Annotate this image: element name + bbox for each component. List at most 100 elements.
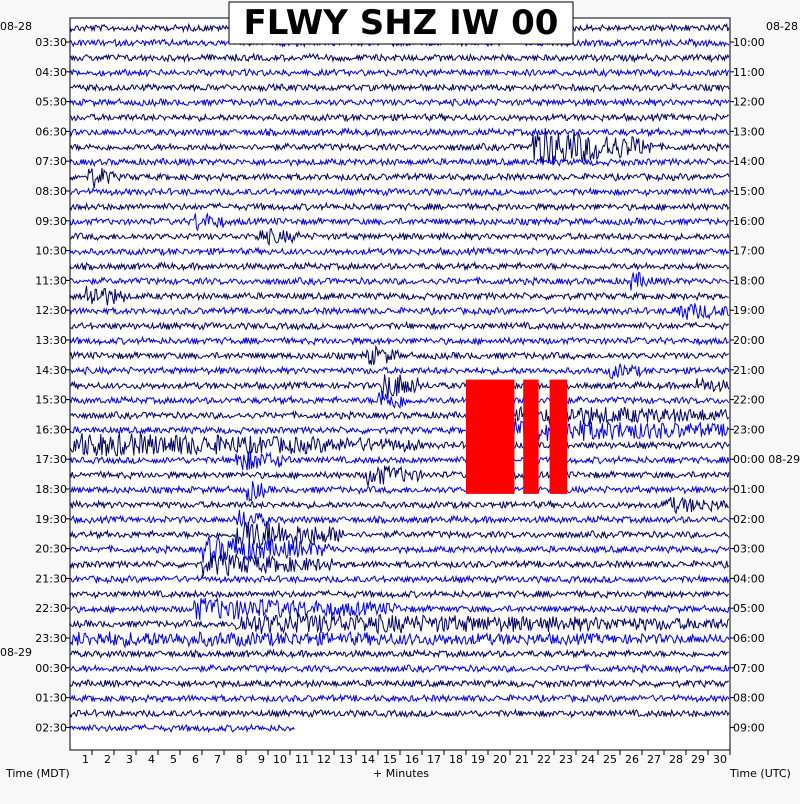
right-tick-label-22: 08:00	[733, 692, 765, 705]
chart-title: FLWY SHZ IW 00	[244, 3, 559, 43]
x-tick-label-29: 30	[713, 753, 727, 766]
trace-line-22	[69, 344, 730, 365]
right-tick-label-15: 01:00	[733, 483, 765, 496]
right-tick-label-2: 12:00	[733, 96, 765, 109]
trace-line-26	[69, 403, 730, 427]
trace-line-34	[69, 521, 730, 549]
title-box	[228, 1, 574, 45]
right-tick-label-3: 13:00	[733, 125, 765, 138]
x-tick-label-22: 23	[559, 753, 573, 766]
x-tick-label-17: 18	[449, 753, 463, 766]
trace-line-41	[69, 630, 730, 649]
x-tick-label-16: 17	[427, 753, 441, 766]
right-date-label-start: 08-28	[766, 20, 798, 33]
trace-line-20	[69, 320, 729, 332]
left-tick-label-17: 20:30	[35, 543, 67, 556]
left-tick-label-10: 13:30	[35, 334, 67, 347]
x-tick-label-19: 20	[493, 753, 507, 766]
trace-line-35	[69, 536, 730, 563]
x-tick-label-4: 5	[170, 753, 177, 766]
x-tick-label-6: 7	[214, 753, 221, 766]
x-tick-label-0: 1	[82, 753, 89, 766]
x-tick-label-5: 6	[192, 753, 199, 766]
right-tick-label-1: 11:00	[733, 66, 765, 79]
left-tick-label-1: 04:30	[35, 66, 67, 79]
trace-line-2	[69, 52, 730, 64]
right-tick-label-13: 23:00	[733, 423, 765, 436]
left-tick-label-19: 22:30	[35, 602, 67, 615]
right-tick-label-14: 00:00 08-29	[733, 453, 800, 466]
left-tick-label-0: 03:30	[35, 36, 67, 49]
trace-line-7	[69, 126, 730, 138]
trace-line-29	[69, 450, 730, 471]
trace-line-33	[69, 509, 730, 529]
x-tick-label-27: 28	[669, 753, 683, 766]
trace-line-47	[69, 723, 295, 734]
trace-line-36	[69, 552, 730, 577]
x-tick-label-9: 10	[273, 753, 287, 766]
right-axis-title: Time (UTC)	[729, 767, 791, 780]
left-tick-label-23: 02:30	[35, 721, 67, 734]
x-tick-label-11: 12	[317, 753, 331, 766]
trace-line-30	[69, 465, 730, 487]
right-tick-label-20: 06:00	[733, 632, 765, 645]
trace-line-27	[69, 417, 730, 445]
trace-line-13	[69, 212, 730, 232]
trace-line-23	[69, 363, 730, 380]
left-tick-label-16: 19:30	[35, 513, 67, 526]
left-tick-label-12: 15:30	[35, 394, 67, 407]
x-tick-label-18: 19	[471, 753, 485, 766]
left-tick-label-7: 10:30	[35, 245, 67, 258]
x-tick-label-12: 13	[339, 753, 353, 766]
right-tick-label-12: 22:00	[733, 394, 765, 407]
left-tick-label-22: 01:30	[35, 692, 67, 705]
x-tick-label-14: 15	[383, 753, 397, 766]
left-tick-label-18: 21:30	[35, 572, 67, 585]
trace-line-6	[69, 112, 729, 123]
left-tick-label-15: 18:30	[35, 483, 67, 496]
trace-line-42	[69, 648, 729, 660]
left-tick-label-8: 11:30	[35, 274, 67, 287]
right-tick-label-10: 20:00	[733, 334, 765, 347]
left-tick-label-5: 08:30	[35, 185, 67, 198]
left-tick-label-11: 14:30	[35, 364, 67, 377]
x-tick-label-8: 9	[258, 753, 265, 766]
trace-line-28	[69, 432, 730, 457]
x-tick-label-2: 3	[126, 753, 133, 766]
left-tick-label-13: 16:30	[35, 423, 67, 436]
left-tick-label-4: 07:30	[35, 155, 67, 168]
trace-line-16	[69, 260, 730, 272]
left-tick-label-14: 17:30	[35, 453, 67, 466]
trace-line-46	[69, 708, 730, 719]
left-tick-label-3: 06:30	[35, 125, 67, 138]
clipped-block-1	[523, 379, 539, 494]
trace-line-21	[69, 335, 730, 346]
right-tick-label-9: 19:00	[733, 304, 765, 317]
x-tick-label-1: 2	[104, 753, 111, 766]
trace-line-5	[69, 97, 730, 108]
left-tick-label-9: 12:30	[35, 304, 67, 317]
left-date-label-start: 08-28	[0, 20, 32, 33]
trace-line-17	[69, 271, 730, 291]
trace-line-43	[69, 663, 730, 674]
trace-line-11	[69, 186, 730, 198]
trace-line-25	[69, 390, 730, 409]
right-tick-label-16: 02:00	[733, 513, 765, 526]
left-tick-label-20: 23:30	[35, 632, 67, 645]
trace-line-31	[69, 481, 729, 502]
right-tick-label-5: 15:00	[733, 185, 765, 198]
trace-line-24	[69, 374, 730, 400]
right-tick-label-7: 17:00	[733, 245, 765, 258]
x-tick-label-13: 14	[361, 753, 375, 766]
x-tick-label-20: 21	[515, 753, 529, 766]
trace-line-18	[69, 285, 729, 306]
clipped-block-0	[466, 379, 515, 494]
left-date-label-next: 08-29	[0, 646, 32, 659]
x-tick-label-10: 11	[295, 753, 309, 766]
x-axis-label: + Minutes	[373, 767, 429, 780]
right-tick-label-4: 14:00	[733, 155, 765, 168]
trace-line-40	[69, 612, 730, 636]
x-tick-label-15: 16	[405, 753, 419, 766]
